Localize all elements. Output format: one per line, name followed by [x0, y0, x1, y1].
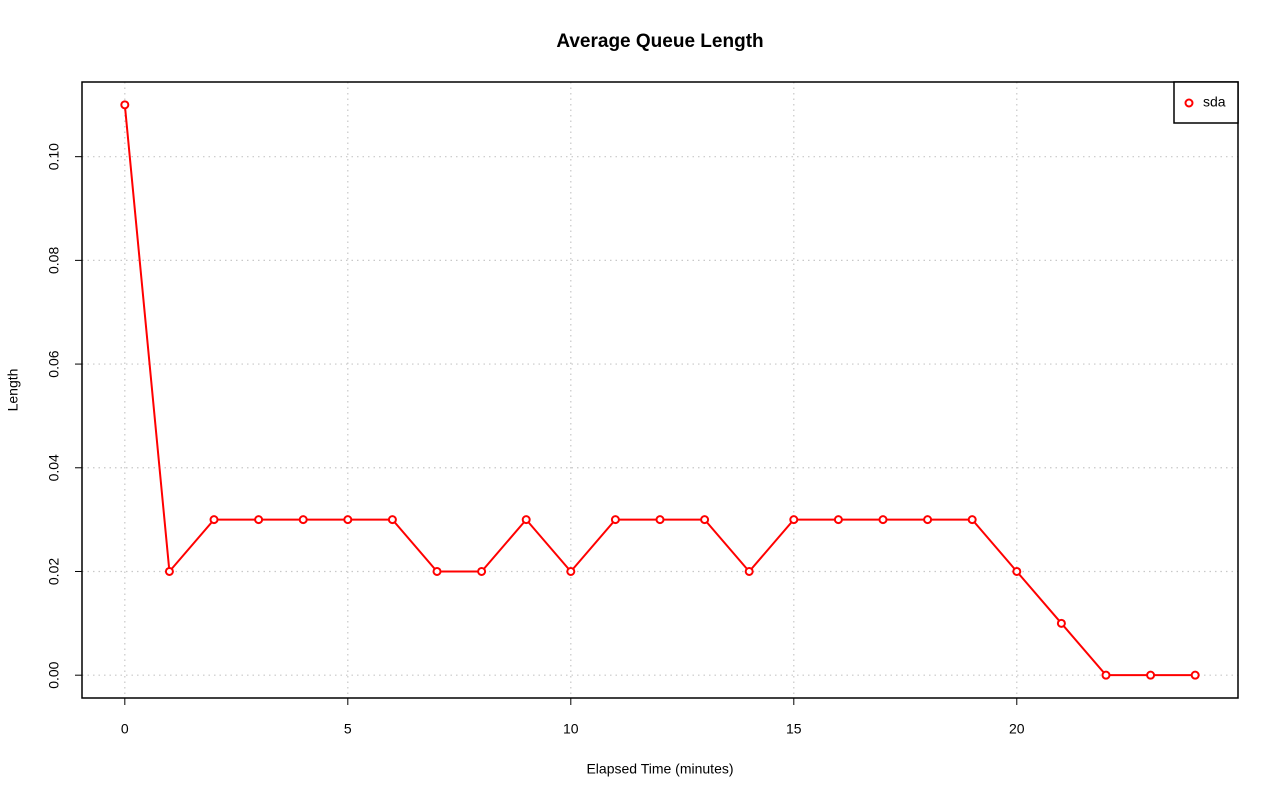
data-point	[833, 515, 843, 525]
data-point	[655, 515, 665, 525]
data-point	[744, 566, 754, 576]
chart-title: Average Queue Length	[556, 31, 763, 52]
data-point	[254, 515, 264, 525]
x-axis-label: Elapsed Time (minutes)	[586, 761, 733, 777]
data-point	[521, 515, 531, 525]
x-tick-label: 20	[1009, 721, 1025, 737]
y-tick-label: 0.04	[46, 454, 62, 481]
x-tick-label: 15	[786, 721, 802, 737]
data-point	[1056, 618, 1066, 628]
data-point	[343, 515, 353, 525]
data-point	[878, 515, 888, 525]
plot-frame	[81, 81, 1239, 699]
data-point	[700, 515, 710, 525]
data-point	[120, 100, 130, 110]
data-point	[566, 566, 576, 576]
data-point	[1146, 670, 1156, 680]
data-point	[164, 566, 174, 576]
x-tick-label: 5	[344, 721, 352, 737]
data-point	[1101, 670, 1111, 680]
data-point	[967, 515, 977, 525]
y-tick-label: 0.06	[46, 350, 62, 377]
data-point	[432, 566, 442, 576]
data-point	[610, 515, 620, 525]
data-point	[789, 515, 799, 525]
data-point	[923, 515, 933, 525]
x-tick-label: 10	[563, 721, 579, 737]
data-point	[1190, 670, 1200, 680]
legend-marker	[1184, 98, 1194, 108]
y-tick-label: 0.02	[46, 558, 62, 585]
data-point	[477, 566, 487, 576]
legend-label: sda	[1203, 94, 1226, 110]
y-tick-label: 0.10	[46, 143, 62, 170]
y-tick-label: 0.08	[46, 247, 62, 274]
y-tick-label: 0.00	[46, 661, 62, 688]
x-tick-label: 0	[121, 721, 129, 737]
data-point	[387, 515, 397, 525]
data-point	[298, 515, 308, 525]
y-axis-label: Length	[5, 369, 21, 412]
data-point	[209, 515, 219, 525]
data-point	[1012, 566, 1022, 576]
